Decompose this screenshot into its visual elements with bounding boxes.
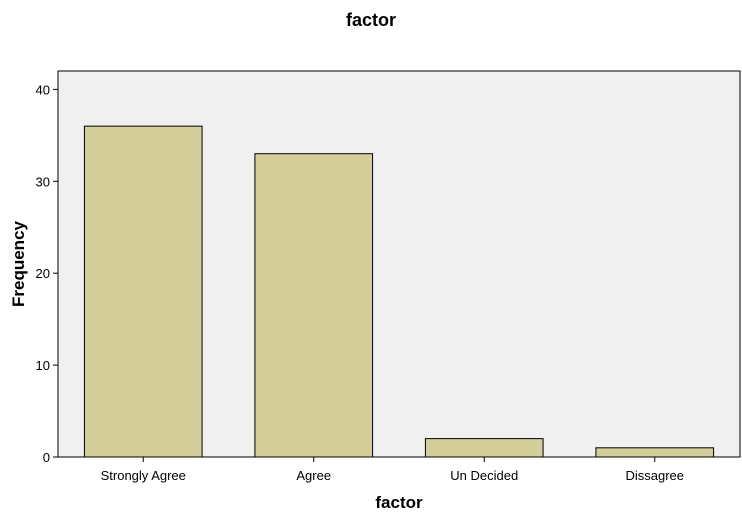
y-tick-label: 30 <box>36 174 50 189</box>
bar <box>424 438 544 458</box>
bar <box>83 125 203 458</box>
x-tick-label: Un Decided <box>450 468 518 483</box>
x-tick-label: Strongly Agree <box>101 468 186 483</box>
x-axis-title: factor <box>375 493 423 512</box>
x-tick-label: Agree <box>296 468 331 483</box>
y-tick-label: 0 <box>43 450 50 465</box>
y-tick-label: 20 <box>36 266 50 281</box>
bar <box>254 153 374 458</box>
y-tick-label: 10 <box>36 358 50 373</box>
x-tick-label: Dissagree <box>625 468 684 483</box>
y-tick-label: 40 <box>36 82 50 97</box>
bar <box>595 447 715 458</box>
chart-title: factor <box>345 10 396 30</box>
